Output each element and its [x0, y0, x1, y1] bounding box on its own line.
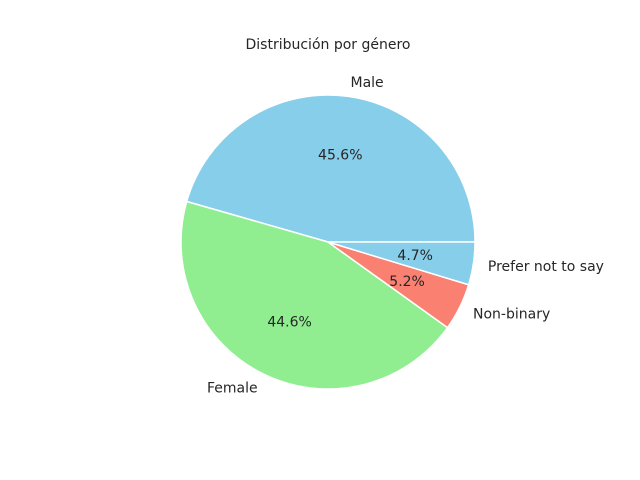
pie-labels: Male 45.6% Female 44.6% Non-binary 5.2% Prefer… [207, 75, 604, 397]
pie-slices [180, 94, 476, 390]
slice-label-prefer-not-to-say: Prefer not to say [488, 259, 604, 275]
chart-title: Distribución por género [246, 37, 411, 53]
slice-label-female: Female [207, 381, 258, 397]
slice-percent-female: 44.6% [267, 314, 311, 330]
slice-percent-prefer-not-to-say: 4.7% [397, 248, 433, 264]
pie-slice-female [180, 200, 449, 390]
slice-percent-non-binary: 5.2% [389, 274, 425, 290]
pie-slice-male [185, 94, 476, 243]
slice-label-non-binary: Non-binary [473, 307, 550, 323]
slice-label-male: Male [351, 75, 384, 91]
pie-slice-prefer-not-to-say [327, 241, 476, 286]
slice-percent-male: 45.6% [318, 148, 362, 164]
